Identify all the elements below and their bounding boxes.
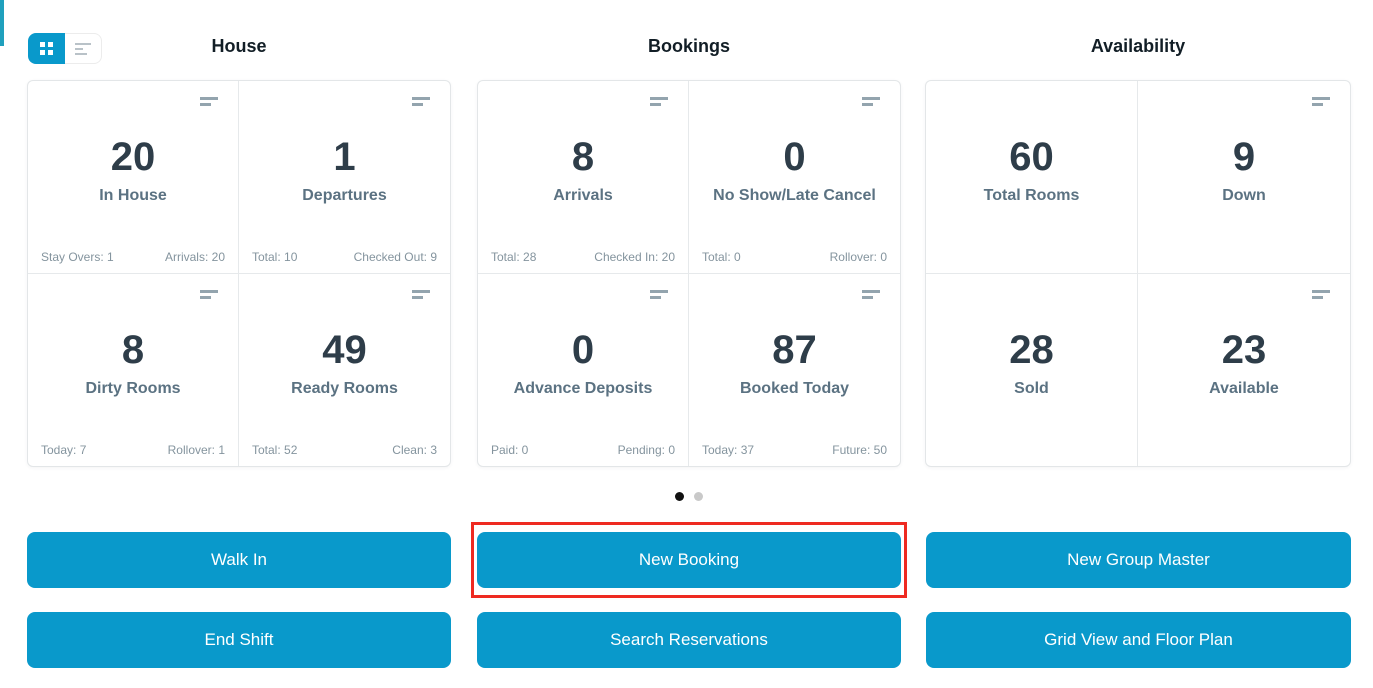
card-advance-deposits[interactable]: 0 Advance Deposits Paid: 0 Pending: 0 [478,273,689,466]
card-menu-icon[interactable] [412,289,430,299]
card-menu-icon[interactable] [200,97,218,106]
card-departures[interactable]: 1 Departures Total: 10 Checked Out: 9 [239,81,450,274]
card-menu-icon[interactable] [412,97,430,106]
card-footer-right: Checked Out: 9 [353,249,437,264]
grid-view-button[interactable] [28,33,65,64]
card-footer-left: Total: 10 [252,249,298,264]
card-value: 9 [1232,135,1256,179]
search-reservations-button[interactable]: Search Reservations [477,612,901,668]
grid-view-floor-plan-button[interactable]: Grid View and Floor Plan [926,612,1351,668]
card-in-house[interactable]: 20 In House Stay Overs: 1 Arrivals: 20 [28,81,239,274]
card-dirty-rooms[interactable]: 8 Dirty Rooms Today: 7 Rollover: 1 [28,273,239,466]
card-value: 1 [333,135,356,179]
left-accent-bar [0,0,4,46]
card-value: 87 [772,327,817,372]
bookings-panel: 8 Arrivals Total: 28 Checked In: 20 0 No… [477,80,901,467]
card-value: 8 [121,327,145,372]
card-footer-left: Total: 0 [702,249,741,264]
card-arrivals[interactable]: 8 Arrivals Total: 28 Checked In: 20 [478,81,689,274]
card-menu-icon[interactable] [1312,97,1330,106]
carousel-dot-active[interactable] [674,492,684,501]
card-footer-right: Rollover: 1 [167,443,225,457]
end-shift-button[interactable]: End Shift [27,612,451,668]
card-footer-left: Today: 37 [702,443,755,457]
card-footer-right: Checked In: 20 [594,249,675,264]
walk-in-button[interactable]: Walk In [27,532,451,588]
section-title-availability: Availability [1090,36,1186,56]
card-footer-right: Pending: 0 [617,443,675,457]
list-view-button[interactable] [65,33,102,64]
card-value: 8 [571,135,595,179]
card-menu-icon[interactable] [650,289,668,299]
card-label: Down [1222,187,1266,204]
card-label: Dirty Rooms [85,379,181,397]
card-footer: Total: 0 Rollover: 0 [702,250,887,264]
card-ready-rooms[interactable]: 49 Ready Rooms Total: 52 Clean: 3 [239,274,450,467]
section-title-house: House [211,36,267,56]
card-footer-left: Stay Overs: 1 [41,249,114,264]
card-menu-icon[interactable] [650,97,668,106]
carousel-dot[interactable] [694,492,704,501]
card-footer: Total: 10 Checked Out: 9 [252,250,437,264]
card-footer-right: Clean: 3 [392,443,437,457]
card-value: 0 [783,135,806,179]
card-label: Departures [302,187,387,204]
card-label: In House [99,187,167,204]
card-label: Sold [1014,379,1049,397]
availability-panel: 60 Total Rooms 9 Down 28 Sold 23 Availab… [925,80,1351,467]
new-booking-button[interactable]: New Booking [477,532,901,588]
card-footer-right: Rollover: 0 [829,249,887,264]
card-value: 20 [110,135,156,179]
card-footer-left: Total: 52 [252,443,298,457]
section-title-bookings: Bookings [647,36,730,56]
card-footer-left: Total: 28 [491,249,537,264]
grid-view-icon [40,42,53,55]
card-label: Advance Deposits [513,379,653,397]
card-label: Ready Rooms [291,379,398,397]
card-label: Available [1209,379,1279,397]
view-toggle [28,33,102,64]
card-no-show-late-cancel[interactable]: 0 No Show/Late Cancel Total: 0 Rollover:… [689,81,900,274]
card-footer: Today: 7 Rollover: 1 [41,443,225,457]
carousel-pagination [477,492,901,502]
card-footer: Paid: 0 Pending: 0 [491,443,675,457]
card-label: Arrivals [553,187,613,204]
card-label: Total Rooms [983,187,1080,204]
new-group-master-button[interactable]: New Group Master [926,532,1351,588]
card-label: Booked Today [739,379,850,397]
card-down[interactable]: 9 Down [1138,81,1350,274]
list-view-icon [75,42,91,55]
card-booked-today[interactable]: 87 Booked Today Today: 37 Future: 50 [689,274,900,467]
card-menu-icon[interactable] [862,97,880,106]
card-footer: Stay Overs: 1 Arrivals: 20 [41,250,225,264]
house-panel: 20 In House Stay Overs: 1 Arrivals: 20 1… [27,80,451,467]
card-value: 28 [1009,327,1054,372]
card-footer-left: Paid: 0 [491,443,529,457]
card-value: 60 [1009,135,1054,179]
card-footer-right: Future: 50 [832,443,887,457]
card-menu-icon[interactable] [200,289,218,299]
card-label: No Show/Late Cancel [713,187,876,204]
card-value: 49 [322,327,367,372]
card-footer-left: Today: 7 [41,443,87,457]
card-menu-icon[interactable] [862,289,880,299]
card-footer-right: Arrivals: 20 [164,249,225,264]
card-footer: Total: 52 Clean: 3 [252,443,437,457]
card-total-rooms[interactable]: 60 Total Rooms [926,81,1138,274]
card-menu-icon[interactable] [1312,289,1330,299]
card-value: 0 [571,327,595,372]
card-footer: Today: 37 Future: 50 [702,443,887,457]
card-available[interactable]: 23 Available [1138,274,1350,467]
card-sold[interactable]: 28 Sold [926,273,1138,466]
card-value: 23 [1221,327,1267,372]
card-footer: Total: 28 Checked In: 20 [491,250,675,264]
